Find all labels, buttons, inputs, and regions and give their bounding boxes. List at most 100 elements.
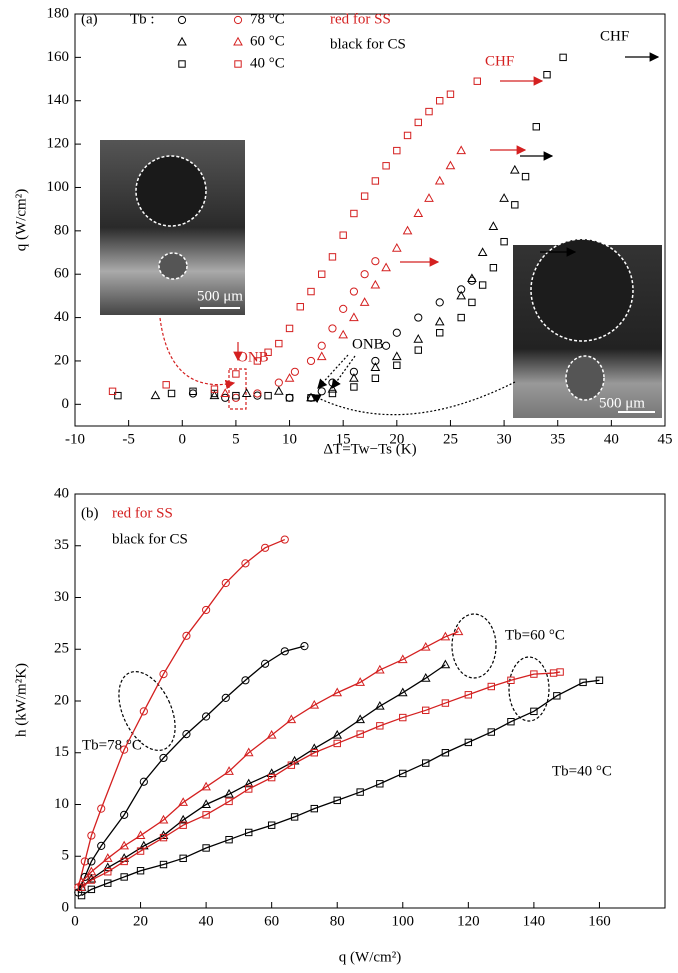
data-point xyxy=(329,254,335,260)
data-point xyxy=(426,108,432,114)
data-point xyxy=(437,98,443,104)
legend-marker xyxy=(179,61,185,67)
data-point xyxy=(393,352,401,359)
data-point xyxy=(361,193,367,199)
data-point xyxy=(361,298,369,305)
legend-marker xyxy=(234,16,241,23)
data-point xyxy=(361,271,368,278)
data-point xyxy=(340,232,346,238)
x-tick-label: 160 xyxy=(588,913,611,929)
legend-marker xyxy=(235,61,241,67)
data-point xyxy=(500,194,508,201)
legend-label: 78 °C xyxy=(250,11,285,27)
data-point xyxy=(372,178,378,184)
x-tick-label: 30 xyxy=(497,431,512,447)
data-point xyxy=(383,163,389,169)
data-point xyxy=(350,313,358,320)
x-tick-label: 80 xyxy=(330,913,345,929)
data-point xyxy=(414,335,422,342)
data-point xyxy=(512,202,518,208)
data-point xyxy=(479,282,485,288)
x-tick-label: 10 xyxy=(282,431,297,447)
y-tick-label: 15 xyxy=(54,744,69,760)
data-point xyxy=(351,384,357,390)
data-point xyxy=(415,314,422,321)
legend-label: 40 °C xyxy=(250,55,285,71)
data-point xyxy=(469,299,475,305)
x-axis-label: q (W/cm²) xyxy=(339,949,401,965)
x-tick-label: 0 xyxy=(71,913,79,929)
x-tick-label: 25 xyxy=(443,431,458,447)
data-point xyxy=(340,305,347,312)
annotation: Tb=40 °C xyxy=(552,763,612,779)
data-point xyxy=(522,173,528,179)
data-point xyxy=(371,281,379,288)
data-point xyxy=(189,390,196,397)
data-point xyxy=(457,146,465,153)
x-tick-label: 60 xyxy=(264,913,279,929)
x-tick-label: 45 xyxy=(658,431,673,447)
data-point xyxy=(351,210,357,216)
x-tick-label: 40 xyxy=(604,431,619,447)
y-tick-label: 35 xyxy=(54,537,69,553)
note: red for SS xyxy=(112,505,173,521)
y-tick-label: 5 xyxy=(62,848,70,864)
x-tick-label: 140 xyxy=(523,913,546,929)
y-tick-label: 20 xyxy=(54,692,69,708)
data-point xyxy=(275,379,282,386)
data-point xyxy=(276,340,282,346)
y-axis-label: q (W/cm²) xyxy=(13,189,29,251)
series-line xyxy=(82,672,561,887)
x-tick-label: 5 xyxy=(232,431,240,447)
y-tick-label: 180 xyxy=(47,5,70,21)
data-point xyxy=(297,304,303,310)
data-point xyxy=(415,347,421,353)
legend-marker xyxy=(178,16,185,23)
figure: -10-505101520253035404502040608010012014… xyxy=(0,0,678,973)
y-tick-label: 0 xyxy=(62,396,70,412)
data-point xyxy=(243,389,251,396)
y-tick-label: 25 xyxy=(54,641,69,657)
y-tick-label: 40 xyxy=(54,485,69,501)
data-point xyxy=(447,91,453,97)
annotation: ONB xyxy=(237,349,269,365)
data-point xyxy=(479,248,487,255)
annotation: 500 μm xyxy=(599,395,645,411)
data-point xyxy=(489,222,497,229)
y-tick-label: 80 xyxy=(54,222,69,238)
y-tick-label: 60 xyxy=(54,266,69,282)
data-point xyxy=(319,271,325,277)
x-tick-label: 35 xyxy=(550,431,565,447)
data-point xyxy=(414,209,422,216)
data-point xyxy=(394,362,400,368)
data-point xyxy=(329,325,336,332)
data-point xyxy=(307,357,314,364)
data-point xyxy=(436,299,443,306)
series-line xyxy=(82,680,600,895)
data-point xyxy=(511,166,519,173)
data-point xyxy=(286,374,294,381)
data-point xyxy=(318,388,325,395)
data-point xyxy=(393,329,400,336)
data-point xyxy=(329,390,335,396)
inset-image xyxy=(513,239,662,418)
legend-marker xyxy=(234,38,242,45)
data-point xyxy=(318,342,325,349)
data-point xyxy=(501,238,507,244)
data-point xyxy=(425,194,433,201)
annotation: CHF xyxy=(485,53,514,69)
data-point xyxy=(490,265,496,271)
legend-marker xyxy=(178,38,186,45)
data-point xyxy=(394,147,400,153)
annotation: CHF xyxy=(600,28,629,44)
data-point xyxy=(286,394,293,401)
y-tick-label: 140 xyxy=(47,92,70,108)
panel-label: (a) xyxy=(81,11,98,27)
note: black for CS xyxy=(330,36,406,52)
y-tick-label: 120 xyxy=(47,136,70,152)
data-point xyxy=(404,132,410,138)
plot-frame xyxy=(75,494,665,908)
data-point xyxy=(232,394,239,401)
data-point xyxy=(544,72,550,78)
data-point xyxy=(436,177,444,184)
